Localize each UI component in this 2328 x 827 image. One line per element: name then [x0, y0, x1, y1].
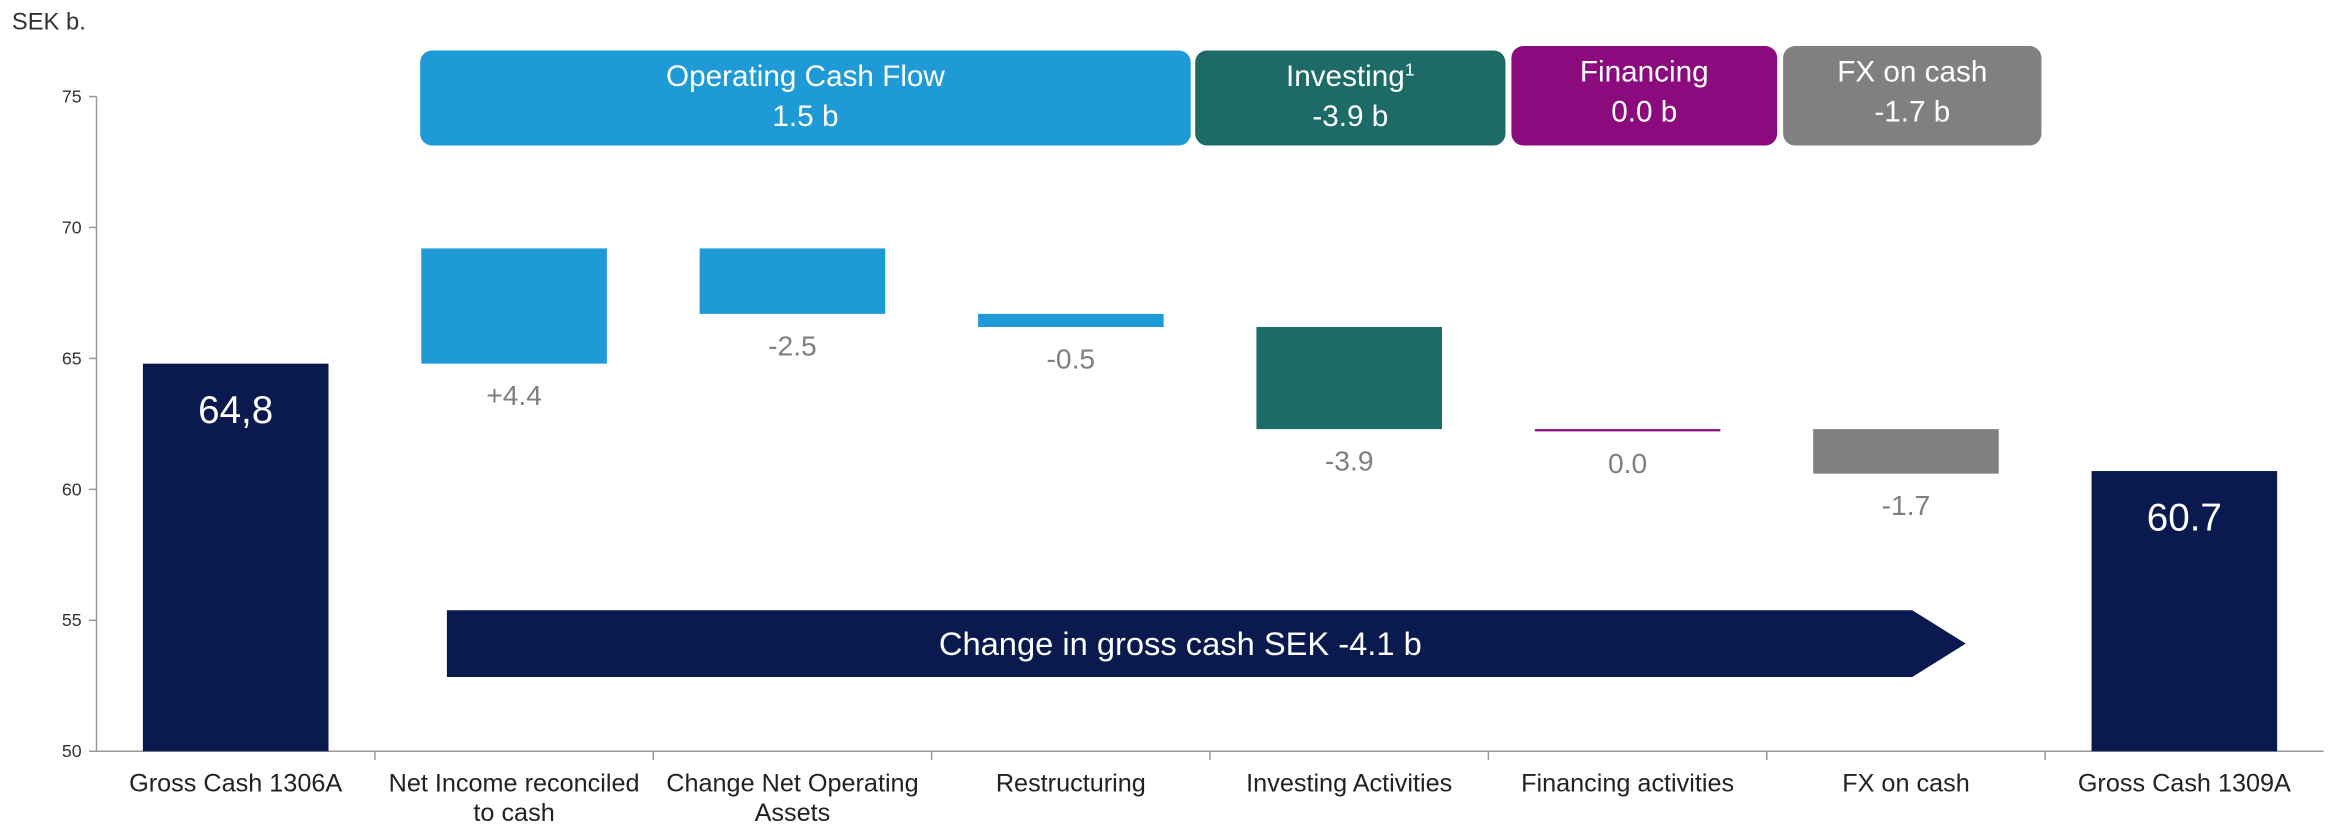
x-tick-label: Financing activities	[1521, 769, 1734, 797]
group-label-text: Investing	[1286, 60, 1405, 93]
bar	[1534, 429, 1721, 432]
y-tick-label: 70	[62, 217, 82, 237]
y-tick-label: 50	[62, 741, 82, 761]
value-label: -0.5	[1047, 343, 1096, 375]
value-label: +4.4	[486, 379, 542, 411]
group-label-text: Financing	[1580, 56, 1709, 89]
value-label: 64,8	[198, 389, 273, 432]
y-tick-label: 55	[62, 610, 82, 630]
group-box	[420, 50, 1191, 146]
group-label-text: Operating Cash Flow	[666, 60, 945, 93]
group-label: Operating Cash Flow	[666, 60, 945, 93]
x-tick-label: Net Income reconciled to cash	[389, 769, 640, 827]
x-tick-label: Investing Activities	[1246, 769, 1452, 797]
bar	[1813, 429, 1999, 474]
group-box	[1195, 50, 1506, 146]
bar	[142, 363, 329, 752]
bar	[421, 248, 607, 364]
x-tick-label: FX on cash	[1842, 769, 1970, 797]
value-label: 60.7	[2147, 496, 2222, 539]
arrow-label: Change in gross cash SEK -4.1 b	[939, 625, 1422, 662]
x-tick-label: Change Net Operating Assets	[666, 769, 918, 827]
group-label-text: FX on cash	[1837, 56, 1987, 89]
value-label: -2.5	[768, 329, 817, 361]
group-label: Investing1	[1286, 60, 1415, 93]
group-sublabel: 1.5 b	[772, 100, 838, 133]
group-label: FX on cash	[1837, 56, 1987, 89]
y-tick-label: 60	[62, 479, 82, 499]
x-tick-label: Gross Cash 1306A	[129, 769, 342, 797]
group-sublabel: 0.0 b	[1611, 96, 1677, 129]
group-box	[1783, 46, 2042, 146]
y-tick-label: 75	[62, 86, 82, 106]
bar	[978, 313, 1164, 327]
bar	[2091, 471, 2278, 752]
group-label: Financing	[1580, 56, 1709, 89]
x-tick-label: Restructuring	[996, 769, 1146, 797]
unit-label: SEK b.	[12, 9, 86, 36]
change-arrow	[446, 610, 1966, 678]
footnote-mark: 1	[1405, 60, 1415, 80]
y-tick-label: 65	[62, 348, 82, 368]
group-sublabel: -3.9 b	[1312, 100, 1388, 133]
value-label: 0.0	[1608, 447, 1647, 479]
value-label: -1.7	[1882, 489, 1931, 521]
value-label: -3.9	[1325, 445, 1374, 477]
bar	[699, 248, 886, 314]
group-box	[1511, 46, 1778, 146]
x-tick-label: Gross Cash 1309A	[2078, 769, 2291, 797]
group-sublabel: -1.7 b	[1874, 96, 1950, 129]
bar	[1256, 326, 1443, 430]
